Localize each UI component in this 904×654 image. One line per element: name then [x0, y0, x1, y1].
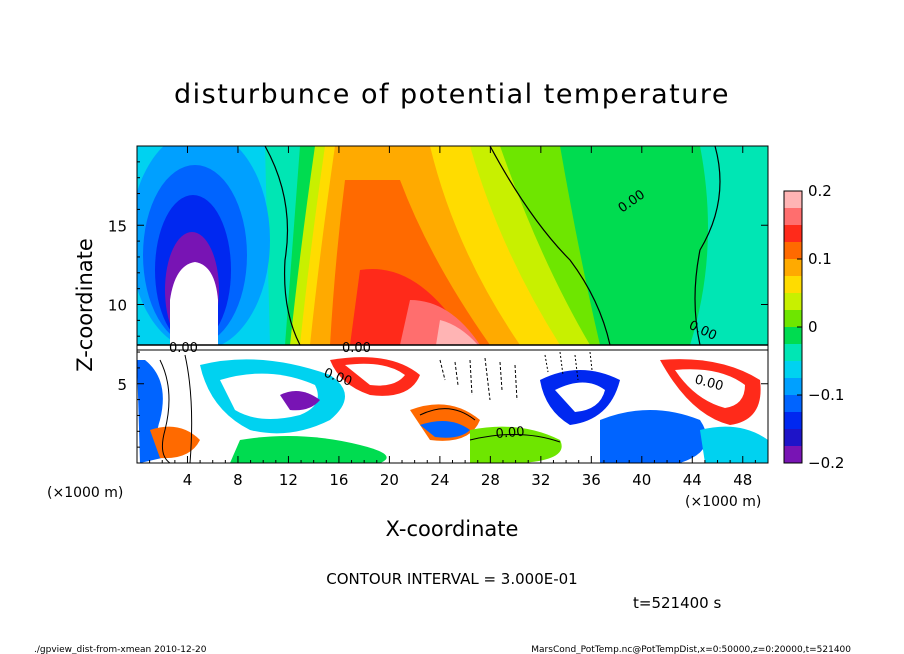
colorbar-tick-label: 0	[808, 318, 818, 336]
colorbar-segment	[784, 446, 802, 463]
x-tick-label: 24	[430, 471, 449, 489]
contour-label: 0.00	[342, 341, 371, 356]
contour-label: 0.00	[693, 372, 725, 394]
x-unit-left: (×1000 m)	[47, 485, 123, 501]
y-tick-label: 5	[117, 376, 127, 394]
colorbar-segment	[784, 259, 802, 276]
colorbar-segment	[784, 327, 802, 344]
x-tick-label: 32	[531, 471, 550, 489]
colorbar-segment	[784, 242, 802, 259]
colorbar-segment	[784, 208, 802, 225]
chart-title: disturbunce of potential temperature	[174, 79, 730, 110]
y-tick-label: 10	[108, 297, 127, 315]
colorbar	[784, 191, 802, 463]
footer-left: ./gpview_dist-from-xmean 2010-12-20	[34, 645, 207, 654]
x-axis-title: X-coordinate	[386, 517, 519, 541]
contour-label: 0.00	[169, 341, 198, 356]
x-tick-label: 20	[380, 471, 399, 489]
colorbar-segment	[784, 293, 802, 310]
x-tick-label: 12	[279, 471, 298, 489]
y-axis-title: Z-coordinate	[73, 238, 97, 372]
contour-label: 0.00	[495, 425, 525, 442]
plot-area	[137, 146, 768, 463]
colorbar-segment	[784, 310, 802, 327]
colorbar-tick-label: −0.1	[808, 386, 844, 404]
x-tick-label: 16	[329, 471, 348, 489]
x-axis: 4 8 12 16 20 24 28 32 36 40 44 48	[149, 146, 756, 489]
x-tick-label: 28	[481, 471, 500, 489]
colorbar-tick-label: 0.2	[808, 182, 832, 200]
colorbar-segment	[784, 378, 802, 395]
colorbar-segment	[784, 344, 802, 361]
x-tick-label: 4	[183, 471, 193, 489]
colorbar-segment	[784, 191, 802, 208]
x-tick-label: 44	[683, 471, 702, 489]
time-label: t=521400 s	[633, 594, 721, 612]
colorbar-segment	[784, 276, 802, 293]
y-axis: 5 10 15	[108, 161, 768, 448]
colorbar-segment	[784, 225, 802, 242]
colorbar-segment	[784, 395, 802, 412]
x-tick-label: 8	[233, 471, 243, 489]
colorbar-tick-label: 0.1	[808, 250, 832, 268]
x-unit-right: (×1000 m)	[685, 494, 761, 510]
x-tick-label: 36	[582, 471, 601, 489]
colorbar-segment	[784, 412, 802, 429]
colorbar-segment	[784, 361, 802, 378]
y-tick-label: 15	[108, 217, 127, 235]
colorbar-ticks: 0.2 0.1 0 −0.1 −0.2	[797, 182, 844, 472]
x-tick-label: 40	[632, 471, 651, 489]
colorbar-segment	[784, 429, 802, 446]
footer-right: MarsCond_PotTemp.nc@PotTempDist,x=0:5000…	[531, 645, 851, 654]
x-tick-label: 48	[733, 471, 752, 489]
contour-interval: CONTOUR INTERVAL = 3.000E-01	[326, 570, 577, 588]
colorbar-tick-label: −0.2	[808, 454, 844, 472]
